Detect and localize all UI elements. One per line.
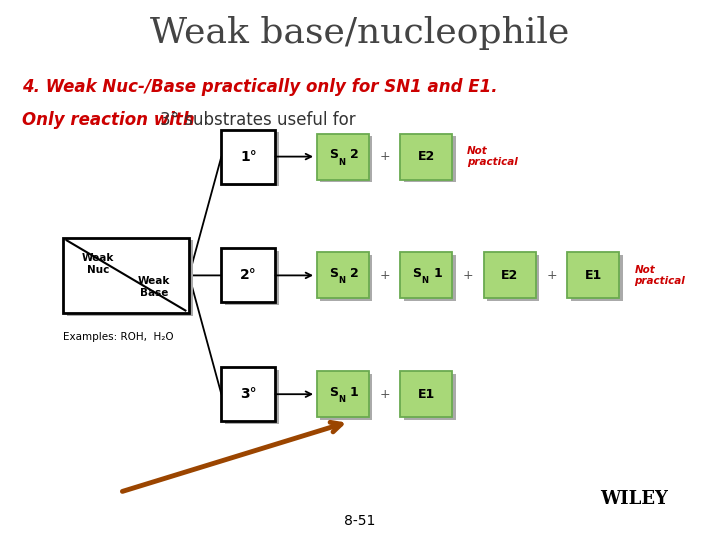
Text: Weak
Base: Weak Base <box>138 276 170 298</box>
Text: N: N <box>422 276 428 286</box>
Text: +: + <box>379 269 390 282</box>
Text: Only reaction with: Only reaction with <box>22 111 200 129</box>
Text: 4. Weak Nuc-/Base practically only for SN1 and E1.: 4. Weak Nuc-/Base practically only for S… <box>22 78 498 96</box>
Text: 3° substrates useful for: 3° substrates useful for <box>160 111 356 129</box>
FancyBboxPatch shape <box>487 255 539 301</box>
Text: S: S <box>413 267 421 280</box>
Text: +: + <box>546 269 557 282</box>
FancyBboxPatch shape <box>317 252 369 298</box>
Text: E1: E1 <box>585 269 602 282</box>
Text: 2°: 2° <box>240 268 257 282</box>
FancyBboxPatch shape <box>404 374 456 420</box>
FancyBboxPatch shape <box>400 252 452 298</box>
Text: 1°: 1° <box>240 150 257 164</box>
FancyBboxPatch shape <box>400 134 452 179</box>
FancyBboxPatch shape <box>225 370 279 424</box>
Text: 1: 1 <box>433 267 442 280</box>
FancyBboxPatch shape <box>404 137 456 183</box>
FancyBboxPatch shape <box>63 238 189 313</box>
Text: N: N <box>338 395 345 404</box>
Text: +: + <box>379 388 390 401</box>
Text: 3°: 3° <box>240 387 257 401</box>
FancyBboxPatch shape <box>222 130 275 184</box>
FancyBboxPatch shape <box>66 240 192 316</box>
Text: E2: E2 <box>418 150 435 163</box>
FancyBboxPatch shape <box>317 134 369 179</box>
FancyBboxPatch shape <box>320 137 372 183</box>
Text: 2: 2 <box>350 148 359 161</box>
FancyBboxPatch shape <box>567 252 619 298</box>
Text: Weak
Nuc: Weak Nuc <box>82 253 114 275</box>
Text: S: S <box>329 267 338 280</box>
FancyBboxPatch shape <box>400 372 452 417</box>
Text: E1: E1 <box>418 388 435 401</box>
Text: 1: 1 <box>350 386 359 399</box>
Text: N: N <box>338 276 345 286</box>
Text: Not
practical: Not practical <box>634 265 685 286</box>
FancyBboxPatch shape <box>404 255 456 301</box>
Text: E2: E2 <box>501 269 518 282</box>
Text: WILEY: WILEY <box>600 490 667 509</box>
Text: +: + <box>379 150 390 163</box>
FancyBboxPatch shape <box>317 372 369 417</box>
Text: Not
practical: Not practical <box>467 146 518 167</box>
Text: N: N <box>338 158 345 167</box>
FancyBboxPatch shape <box>222 248 275 302</box>
Text: 2: 2 <box>350 267 359 280</box>
FancyBboxPatch shape <box>571 255 623 301</box>
FancyBboxPatch shape <box>320 374 372 420</box>
Text: Examples: ROH,  H₂O: Examples: ROH, H₂O <box>63 332 174 342</box>
Text: S: S <box>329 148 338 161</box>
FancyBboxPatch shape <box>484 252 536 298</box>
Text: 8-51: 8-51 <box>344 514 376 528</box>
Text: Weak base/nucleophile: Weak base/nucleophile <box>150 16 570 50</box>
FancyBboxPatch shape <box>225 251 279 305</box>
FancyBboxPatch shape <box>222 367 275 421</box>
FancyBboxPatch shape <box>320 255 372 301</box>
Text: +: + <box>463 269 473 282</box>
FancyBboxPatch shape <box>225 132 279 186</box>
Text: S: S <box>329 386 338 399</box>
